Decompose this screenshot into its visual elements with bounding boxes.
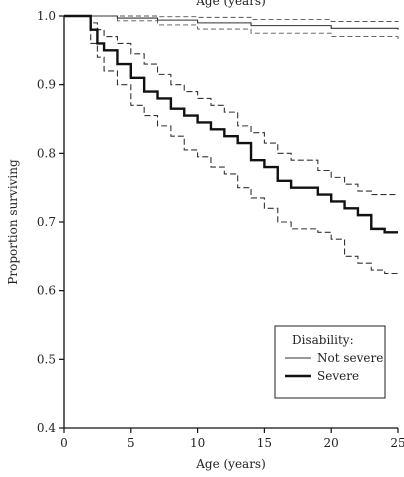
x-tick-label: 25 bbox=[390, 436, 404, 450]
legend-box bbox=[274, 325, 386, 399]
x-tick-label: 10 bbox=[190, 436, 205, 450]
legend-label-not-severe: Not severe bbox=[317, 351, 383, 365]
ci-lower-not-severe bbox=[64, 15, 399, 40]
x-tick-label: 5 bbox=[127, 436, 135, 450]
y-tick-label: 0.7 bbox=[37, 215, 56, 229]
top-caption: Age (years) bbox=[195, 0, 266, 8]
x-tick-label: 0 bbox=[60, 436, 68, 450]
plot-lines bbox=[64, 14, 399, 275]
legend-title: Disability: bbox=[292, 333, 354, 347]
survival-line-not-severe bbox=[64, 15, 399, 30]
x-ticks: 0 5 10 15 20 25 bbox=[60, 428, 404, 450]
y-tick-label: 0.5 bbox=[37, 352, 56, 366]
y-tick-label: 0.6 bbox=[37, 284, 56, 298]
y-tick-label: 0.8 bbox=[37, 146, 56, 160]
x-tick-label: 15 bbox=[257, 436, 272, 450]
y-ticks: 0.4 0.5 0.6 0.7 0.8 0.9 1.0 bbox=[37, 9, 64, 435]
ci-upper-severe bbox=[64, 15, 398, 196]
y-tick-label: 0.4 bbox=[37, 421, 56, 435]
legend-label-severe: Severe bbox=[317, 369, 359, 383]
survival-line-severe bbox=[64, 14, 398, 234]
ci-upper-not-severe bbox=[64, 15, 399, 23]
y-tick-label: 1.0 bbox=[37, 9, 56, 23]
y-tick-label: 0.9 bbox=[37, 78, 56, 92]
ci-lower-severe bbox=[64, 15, 398, 275]
x-tick-label: 20 bbox=[324, 436, 339, 450]
legend: Disability: Not severe Severe bbox=[274, 325, 386, 399]
y-axis-title: Proportion surviving bbox=[6, 159, 20, 285]
x-axis-title: Age (years) bbox=[195, 457, 266, 471]
